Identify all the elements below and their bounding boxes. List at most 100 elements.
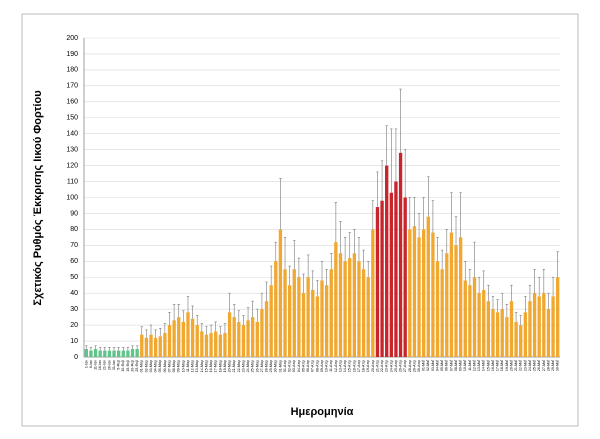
x-tick-label: 03-Απρ xyxy=(292,360,296,372)
bar xyxy=(135,349,139,357)
bar xyxy=(380,200,384,357)
x-tick-label: 29-Απρ xyxy=(412,360,416,372)
bar xyxy=(292,269,296,357)
bar xyxy=(320,280,324,357)
x-tick-label: 1-Ιαν xyxy=(84,360,88,368)
bar xyxy=(431,232,435,357)
x-tick-label: 18-Απρ xyxy=(362,360,366,372)
bar xyxy=(412,226,417,357)
bar xyxy=(315,296,320,357)
x-tick-label: 20-Μαΐ xyxy=(509,360,513,371)
bar xyxy=(190,318,195,357)
bar xyxy=(371,229,375,357)
x-tick-label: 24-Μαρ xyxy=(246,360,250,372)
bar xyxy=(324,285,329,357)
bar xyxy=(209,333,213,357)
bar xyxy=(366,277,370,357)
x-tick-label: 03-Μαρ xyxy=(149,360,153,372)
x-tick-label: 31-Ιαν xyxy=(112,360,116,370)
bar xyxy=(311,290,315,357)
x-tick-label: 02-Μαρ xyxy=(144,360,148,372)
bar xyxy=(468,285,472,357)
bar xyxy=(89,350,93,357)
x-tick-label: 26-Απρ xyxy=(399,360,403,372)
x-tick-label: 15-Απρ xyxy=(348,360,352,372)
x-tick-label: 21-Ιαν xyxy=(103,360,107,370)
x-tick-label: 16-Μαΐ xyxy=(491,360,495,371)
x-tick-label: 16-Μαρ xyxy=(209,360,213,372)
x-tick-label: 03-Μαΐ xyxy=(431,360,435,371)
bar xyxy=(200,331,204,357)
y-tick-label: 130 xyxy=(66,146,78,153)
x-tick-label: 14-Μαρ xyxy=(200,360,204,372)
y-tick-label: 160 xyxy=(66,99,78,106)
y-tick-label: 30 xyxy=(70,306,78,313)
x-tick-label: 23-Μαρ xyxy=(241,360,245,372)
x-axis-title: Ημερομηνία xyxy=(291,406,354,418)
x-tick-label: 05-Απρ xyxy=(301,360,305,372)
bar xyxy=(454,245,458,357)
x-tick-label: 15-Μαΐ xyxy=(486,360,490,371)
bar xyxy=(153,337,158,357)
x-tick-label: 22-Μαρ xyxy=(237,360,241,372)
bar xyxy=(519,325,523,357)
x-tick-label: 16-Ιαν xyxy=(98,360,102,370)
x-tick-label: 6-Ιαν xyxy=(89,360,93,368)
x-tick-label: 22-Απρ xyxy=(380,360,384,372)
bar xyxy=(394,181,398,357)
x-tick-label: 25-Μαΐ xyxy=(533,360,537,371)
bar xyxy=(426,216,430,357)
bar xyxy=(361,269,366,357)
bar xyxy=(84,349,88,357)
bar xyxy=(440,269,444,357)
x-tick-label: 25-Μαρ xyxy=(251,360,255,372)
y-tick-label: 200 xyxy=(66,35,78,42)
y-tick-label: 120 xyxy=(66,162,78,169)
x-tick-label: 06-Απρ xyxy=(306,360,310,372)
bar xyxy=(255,321,259,357)
x-tick-label: 16-Απρ xyxy=(352,360,356,372)
x-tick-label: 20-Φεβ xyxy=(130,360,134,372)
x-tick-label: 26-Μαρ xyxy=(255,360,259,372)
x-tick-label: 13-Μαρ xyxy=(195,360,199,372)
x-tick-label: 29-Μαρ xyxy=(269,360,273,372)
x-tick-label: 25-Φεβ xyxy=(135,360,139,372)
bar xyxy=(458,237,463,357)
bar xyxy=(116,350,121,357)
y-tick-label: 150 xyxy=(66,115,78,122)
x-tick-label: 18-Μαΐ xyxy=(500,360,504,371)
bar xyxy=(352,253,357,357)
bar xyxy=(472,277,477,357)
x-tick-label: 11-Απρ xyxy=(329,360,333,372)
bar xyxy=(149,334,153,357)
x-tick-label: 15-Φεβ xyxy=(126,360,130,372)
x-tick-label: 27-Απρ xyxy=(403,360,407,372)
y-tick-label: 20 xyxy=(70,322,78,329)
bar xyxy=(482,290,486,357)
bar xyxy=(278,229,283,357)
x-tick-label: 09-Μαΐ xyxy=(459,360,463,371)
y-tick-label: 190 xyxy=(66,51,78,58)
x-tick-label: 28-Μαΐ xyxy=(546,360,550,371)
bar xyxy=(186,312,190,357)
bar xyxy=(486,301,491,357)
bar xyxy=(181,321,186,357)
x-tick-label: 23-Μαΐ xyxy=(523,360,527,371)
x-tick-label: 24-Μαΐ xyxy=(528,360,532,371)
x-tick-label: 18-Μαρ xyxy=(218,360,222,372)
bar xyxy=(495,312,500,357)
x-tick-label: 07-Μαΐ xyxy=(449,360,453,371)
x-tick-label: 07-Μαρ xyxy=(167,360,171,372)
bar xyxy=(422,229,426,357)
bar xyxy=(98,350,102,357)
x-tick-label: 21-Μαΐ xyxy=(514,360,518,371)
bar xyxy=(103,350,107,357)
bar xyxy=(389,192,393,357)
x-tick-label: 28-Απρ xyxy=(408,360,412,372)
bar xyxy=(158,336,162,357)
x-tick-label: 29-Μαΐ xyxy=(551,360,555,371)
x-tick-label: 30-Μαΐ xyxy=(556,360,560,371)
y-tick-label: 10 xyxy=(70,338,78,345)
x-tick-label: 20-Απρ xyxy=(371,360,375,372)
x-tick-label: 01-Μαρ xyxy=(140,360,144,372)
